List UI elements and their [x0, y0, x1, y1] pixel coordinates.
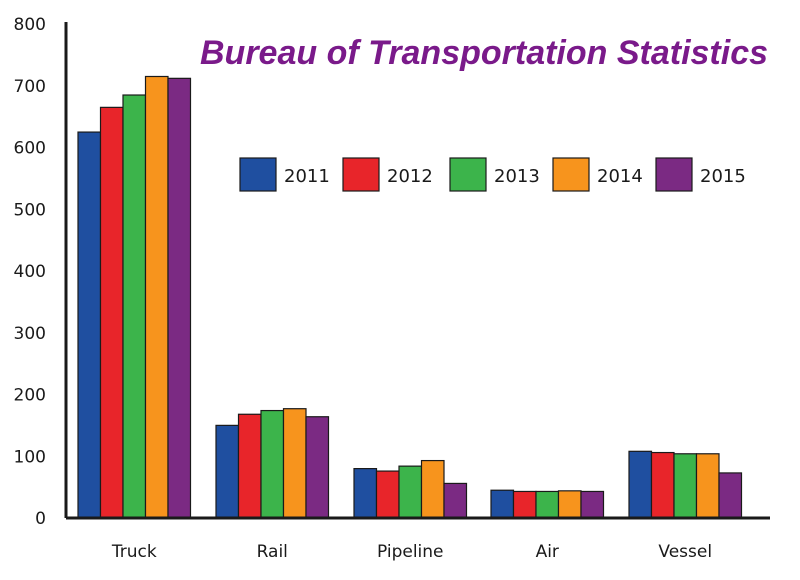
legend-swatch [655, 157, 693, 192]
bars [77, 75, 743, 519]
bar-group-truck [77, 75, 192, 519]
bar-vessel-2013 [673, 453, 698, 519]
legend-item-2011: 2011 [239, 157, 330, 192]
y-axis-ticks: 0 100 200 300 400 500 600 700 800 [14, 15, 46, 529]
bar-air-2014 [557, 490, 582, 519]
bar-rail-2015 [305, 416, 330, 519]
bar-pipeline-2011 [353, 468, 378, 519]
x-category-label: Air [536, 542, 559, 562]
legend: 2011 2012 2013 2014 2015 [239, 157, 746, 192]
legend-swatch [552, 157, 590, 192]
legend-label: 2012 [387, 166, 433, 187]
bar-air-2012 [512, 490, 537, 519]
bar-rail-2012 [237, 413, 262, 519]
y-tick-label: 800 [14, 15, 46, 35]
chart-title: Bureau of Transportation Statistics [200, 34, 769, 72]
bar-air-2015 [580, 490, 605, 519]
legend-item-2015: 2015 [655, 157, 746, 192]
bar-rail-2013 [260, 409, 285, 519]
axes [64, 22, 770, 520]
bar-vessel-2011 [628, 450, 653, 519]
legend-label: 2013 [494, 166, 540, 187]
bar-group-rail [215, 408, 330, 519]
bar-vessel-2014 [695, 453, 720, 519]
bar-group-vessel [628, 450, 743, 519]
bar-pipeline-2013 [398, 465, 423, 519]
y-tick-label: 200 [14, 386, 46, 406]
x-category-label: Truck [111, 542, 157, 562]
bar-vessel-2015 [718, 472, 743, 519]
legend-label: 2014 [597, 166, 643, 187]
bar-vessel-2012 [650, 451, 675, 519]
y-tick-label: 100 [14, 447, 46, 467]
legend-label: 2015 [700, 166, 746, 187]
bar-truck-2015 [167, 77, 192, 519]
bar-air-2013 [535, 490, 560, 519]
y-tick-label: 600 [14, 139, 46, 159]
bar-pipeline-2015 [443, 482, 468, 519]
bar-truck-2012 [99, 106, 124, 519]
bar-truck-2013 [122, 94, 147, 519]
bar-truck-2011 [77, 131, 102, 519]
x-category-label: Vessel [658, 542, 712, 562]
x-category-label: Rail [257, 542, 288, 562]
legend-swatch [342, 157, 380, 192]
bar-rail-2014 [282, 408, 307, 519]
y-tick-label: 500 [14, 200, 46, 220]
bar-pipeline-2014 [420, 459, 445, 519]
bar-pipeline-2012 [375, 470, 400, 519]
x-category-label: Pipeline [377, 542, 444, 562]
legend-item-2014: 2014 [552, 157, 643, 192]
y-tick-label: 700 [14, 77, 46, 97]
legend-swatch [449, 157, 487, 192]
bar-group-pipeline [353, 459, 468, 519]
bar-air-2011 [490, 489, 515, 519]
y-tick-label: 0 [35, 509, 46, 529]
legend-swatch [239, 157, 277, 192]
y-tick-label: 400 [14, 262, 46, 282]
bar-truck-2014 [144, 75, 169, 519]
legend-item-2013: 2013 [449, 157, 540, 192]
legend-label: 2011 [284, 166, 330, 187]
y-tick-label: 300 [14, 324, 46, 344]
x-axis-category-labels: Truck Rail Pipeline Air Vessel [111, 542, 712, 562]
legend-item-2012: 2012 [342, 157, 433, 192]
bar-group-air [490, 489, 605, 519]
bar-rail-2011 [215, 424, 240, 519]
